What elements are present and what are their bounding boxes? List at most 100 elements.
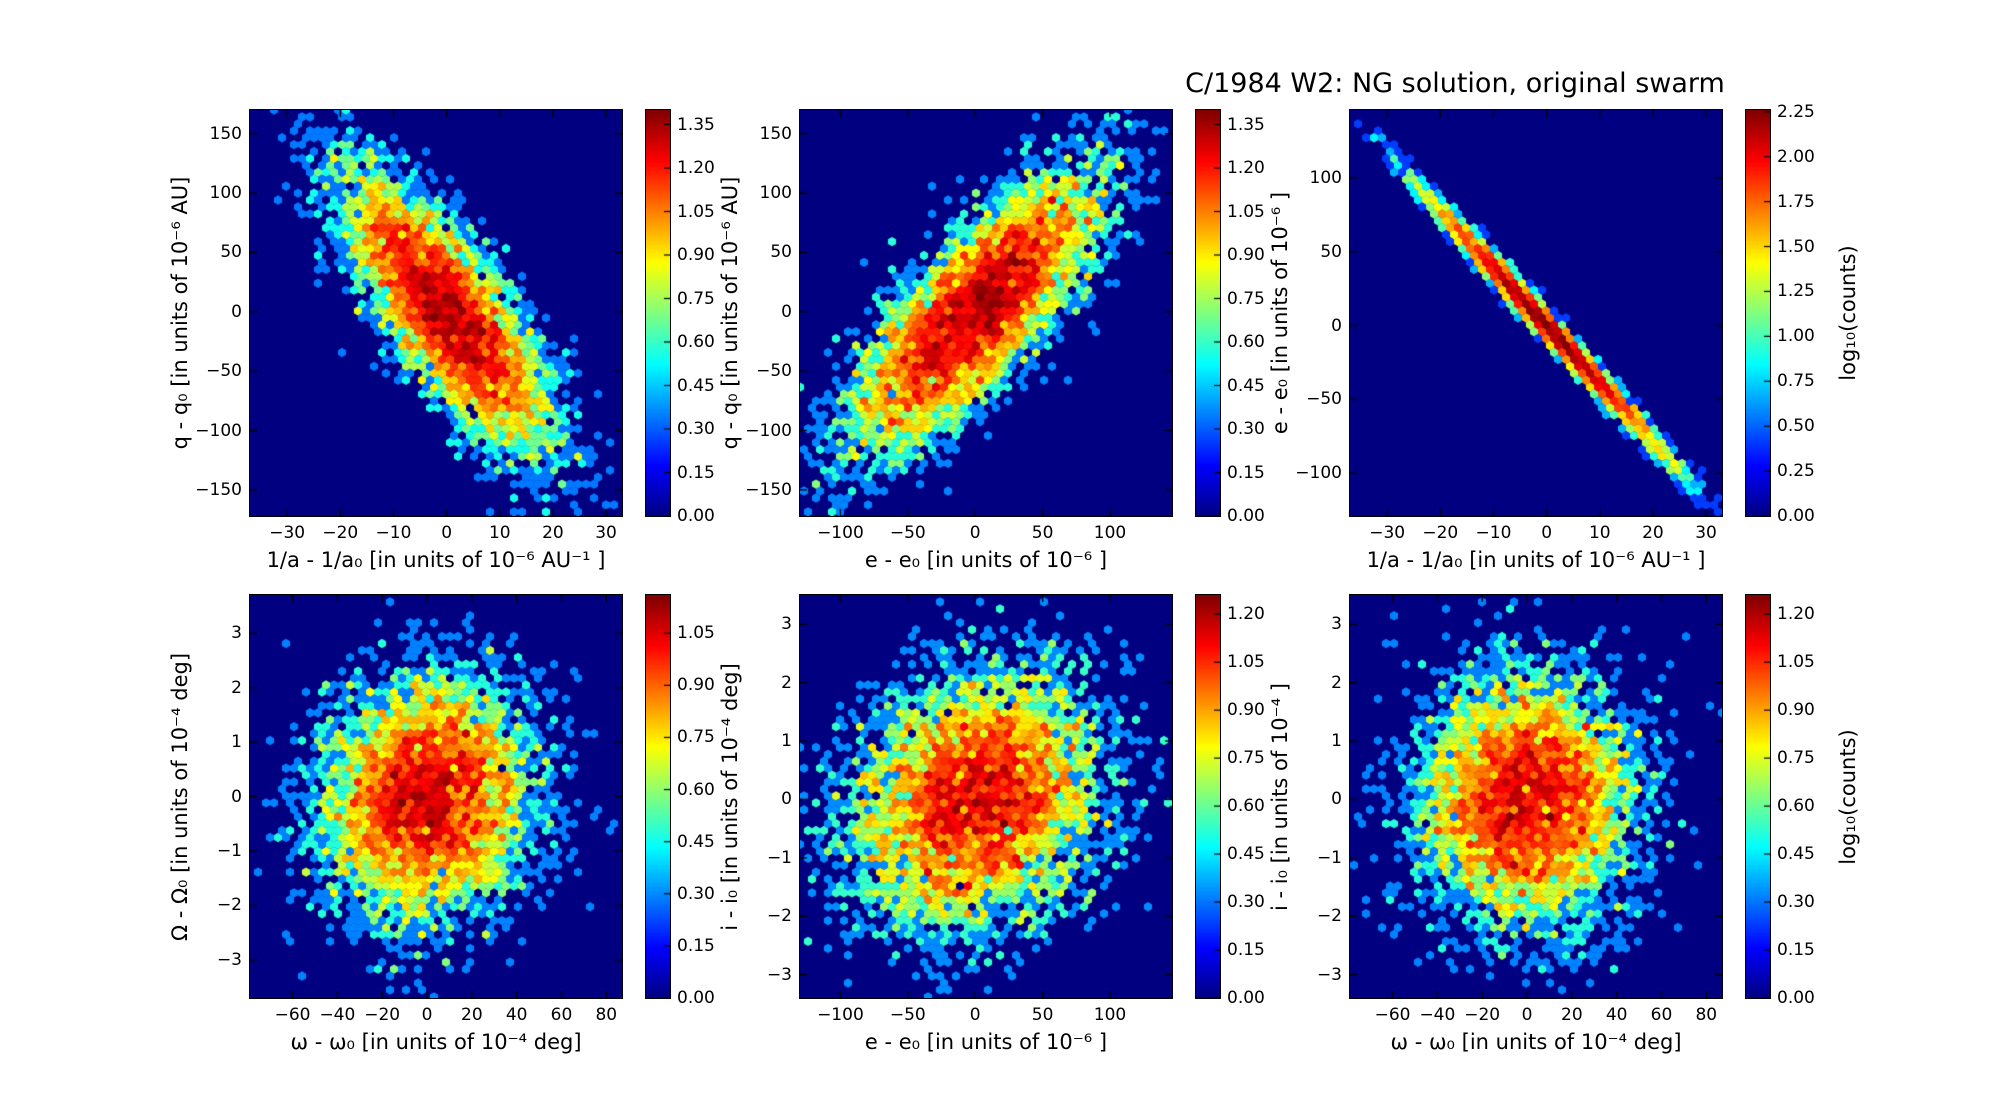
x-tick-label: 50 <box>1031 1005 1054 1025</box>
y-tick-label: 2 <box>781 672 792 693</box>
y-tick-label: 150 <box>209 123 242 144</box>
x-tick-label: 10 <box>1588 523 1611 543</box>
x-tick-label: 60 <box>550 1005 573 1025</box>
y-tick-label: 0 <box>1331 789 1342 810</box>
y-tick-label: −2 <box>1316 906 1342 927</box>
x-tick-label: 0 <box>421 1005 433 1025</box>
x-tick-label: −20 <box>322 523 359 543</box>
colorbar-tick-label: 1.20 <box>677 158 715 178</box>
colorbar-tick-label: 0.00 <box>1777 988 1815 1008</box>
colorbar-tick-label: 0.90 <box>677 245 715 265</box>
x-tick-label: 80 <box>1695 1005 1718 1025</box>
y-tick-label: 2 <box>231 677 242 698</box>
y-axis-label: i - i₀ [in units of 10⁻⁴ deg] <box>718 662 742 931</box>
colorbar-tick-label: 0.60 <box>677 332 715 352</box>
colorbar-tick-label: 0.30 <box>1777 892 1815 913</box>
y-tick-label: 100 <box>759 183 792 204</box>
y-tick-label: −1 <box>216 840 242 861</box>
hexbin-plot-canvas-i-vs-argperi <box>1349 594 1723 999</box>
x-tick-label: −20 <box>1422 523 1459 543</box>
colorbar-tick-label: 0.60 <box>1227 332 1265 352</box>
y-tick-label: −3 <box>766 964 792 985</box>
x-tick-label: −50 <box>889 1005 926 1025</box>
x-tick-label: −100 <box>817 523 864 543</box>
y-tick-label: −3 <box>216 949 242 970</box>
colorbar-canvas-node-vs-argperi <box>645 594 671 999</box>
colorbar-tick-label: 0.15 <box>1777 940 1815 961</box>
hexbin-plot-canvas-q-vs-e <box>799 109 1173 517</box>
colorbar-tick-label: 1.05 <box>677 201 715 222</box>
colorbar-tick-label: 0.90 <box>677 675 715 696</box>
colorbar-tick-label: 1.35 <box>1227 114 1265 135</box>
colorbar-tick-label: 0.25 <box>1777 461 1815 482</box>
colorbar-tick-label: 0.60 <box>1227 796 1265 817</box>
x-tick-label: 0 <box>969 1005 981 1025</box>
x-tick-label: 0 <box>1541 523 1553 543</box>
colorbar-tick-label: 0.15 <box>677 935 715 956</box>
y-axis-label: Ω - Ω₀ [in units of 10⁻⁴ deg] <box>168 652 192 941</box>
colorbar-tick-label: 0.60 <box>1777 796 1815 817</box>
y-axis-label: q - q₀ [in units of 10⁻⁶ AU] <box>168 176 192 450</box>
x-tick-label: 50 <box>1031 523 1054 543</box>
x-tick-label: 100 <box>1093 1005 1127 1025</box>
y-tick-label: −100 <box>195 420 242 441</box>
y-tick-label: 3 <box>231 623 242 644</box>
colorbar-canvas-i-vs-argperi <box>1745 594 1771 999</box>
y-tick-label: 0 <box>781 301 792 322</box>
colorbar-tick-label: 1.20 <box>1227 158 1265 178</box>
colorbar-canvas-q-vs-inverse-a <box>645 109 671 517</box>
colorbar-tick-label: 1.20 <box>1777 604 1815 625</box>
colorbar-tick-label: 1.20 <box>1227 604 1265 625</box>
colorbar-tick-label: 0.45 <box>677 375 715 396</box>
y-tick-label: −3 <box>1316 964 1342 985</box>
colorbar-tick-label: 0.15 <box>677 462 715 483</box>
x-axis-label: ω - ω₀ [in units of 10⁻⁴ deg] <box>290 1030 582 1054</box>
x-tick-label: −10 <box>375 523 412 543</box>
x-tick-label: 20 <box>1561 1005 1583 1025</box>
y-tick-label: 50 <box>220 242 242 263</box>
x-tick-label: 20 <box>1642 523 1664 543</box>
x-tick-label: −20 <box>364 1005 401 1025</box>
x-axis-label: e - e₀ [in units of 10⁻⁶ ] <box>864 1030 1108 1054</box>
colorbar-tick-label: 0.60 <box>677 779 715 800</box>
x-axis-label: e - e₀ [in units of 10⁻⁶ ] <box>864 548 1108 572</box>
y-tick-label: −2 <box>766 906 792 927</box>
x-tick-label: 100 <box>1093 523 1127 543</box>
colorbar-tick-label: 0.30 <box>1227 419 1265 439</box>
x-tick-label: −10 <box>1475 523 1512 543</box>
y-tick-label: −150 <box>745 479 792 500</box>
y-axis-label: e - e₀ [in units of 10⁻⁶ ] <box>1268 191 1292 435</box>
colorbar-tick-label: 0.90 <box>1777 700 1815 721</box>
x-tick-label: −30 <box>269 523 306 543</box>
y-tick-label: 100 <box>1309 167 1342 188</box>
y-tick-label: 0 <box>1331 315 1342 336</box>
y-tick-label: −1 <box>1316 847 1342 868</box>
colorbar-canvas-i-vs-e <box>1195 594 1221 999</box>
colorbar-tick-label: 0.00 <box>677 988 715 1008</box>
colorbar-tick-label: 0.00 <box>1227 988 1265 1008</box>
y-tick-label: 150 <box>759 123 792 144</box>
colorbar-tick-label: 1.25 <box>1777 281 1815 302</box>
y-tick-label: 2 <box>1331 672 1342 693</box>
x-axis-label: 1/a - 1/a₀ [in units of 10⁻⁶ AU⁻¹ ] <box>266 548 606 572</box>
colorbar-tick-label: 1.05 <box>677 623 715 644</box>
colorbar-tick-label: 2.00 <box>1777 146 1815 167</box>
x-tick-label: −20 <box>1464 1005 1501 1025</box>
colorbar-tick-label: 0.50 <box>1777 416 1815 437</box>
x-tick-label: 30 <box>595 523 617 543</box>
colorbar-tick-label: 0.45 <box>677 831 715 852</box>
x-tick-label: −60 <box>274 1005 311 1025</box>
x-tick-label: 0 <box>969 523 981 543</box>
y-tick-label: 1 <box>231 732 242 753</box>
colorbar-tick-label: 0.75 <box>1227 748 1265 769</box>
colorbar-tick-label: 1.50 <box>1777 236 1815 257</box>
colorbar-tick-label: 0.75 <box>677 727 715 748</box>
colorbar-tick-label: 0.00 <box>1227 506 1265 526</box>
y-tick-label: 50 <box>770 242 792 263</box>
x-tick-label: 60 <box>1650 1005 1673 1025</box>
colorbar-tick-label: 0.30 <box>1227 892 1265 913</box>
x-tick-label: 0 <box>441 523 453 543</box>
x-tick-label: 20 <box>461 1005 483 1025</box>
colorbar-tick-label: 0.45 <box>1227 844 1265 865</box>
